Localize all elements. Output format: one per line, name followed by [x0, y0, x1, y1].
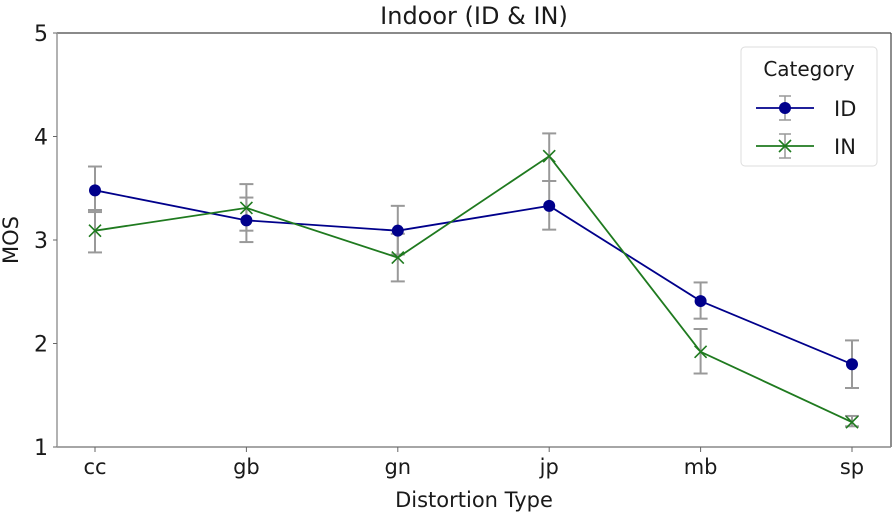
x-tick-label: gn — [384, 455, 411, 479]
marker-in — [694, 345, 708, 359]
x-tick-label: gb — [233, 455, 260, 479]
legend-marker-x-icon — [778, 139, 792, 153]
x-tick-label: sp — [840, 455, 864, 479]
series-lines — [94, 154, 853, 423]
series-line-in — [94, 154, 853, 423]
marker-x-stroke — [239, 201, 253, 215]
marker-x-stroke — [845, 415, 859, 429]
legend-title: Category — [763, 57, 855, 81]
legend: Category ID IN — [740, 46, 878, 167]
series-line-id — [94, 189, 853, 366]
series-markers — [88, 149, 859, 429]
marker-x-stroke — [694, 345, 708, 359]
marker-in — [239, 201, 253, 215]
marker-in — [542, 149, 556, 163]
error-bars — [88, 132, 859, 428]
x-axis-label: Distortion Type — [395, 488, 553, 512]
axes: 1 2 3 4 5 cc gb gn jp mb sp — [34, 22, 892, 479]
y-tick-label: 4 — [34, 126, 48, 151]
marker-id — [543, 199, 556, 212]
legend-item-id: ID — [756, 95, 856, 121]
marker-in — [88, 224, 102, 238]
chart-title: Indoor (ID & IN) — [380, 2, 568, 30]
marker-id — [240, 214, 253, 227]
y-tick-label: 2 — [34, 333, 48, 358]
legend-label: ID — [834, 97, 856, 121]
marker-x-stroke — [391, 251, 405, 265]
marker-id — [89, 184, 101, 197]
x-tick-label: jp — [539, 455, 559, 479]
marker-x-stroke — [542, 149, 556, 163]
marker-x-stroke — [88, 224, 102, 238]
legend-frame — [740, 46, 878, 167]
marker-id — [391, 224, 404, 237]
y-axis-label: MOS — [0, 216, 23, 264]
legend-marker-circle-icon — [779, 102, 791, 114]
legend-item-in: IN — [756, 133, 856, 159]
y-tick-label: 3 — [34, 229, 48, 254]
y-tick-label: 1 — [34, 436, 48, 461]
legend-label: IN — [834, 135, 856, 159]
x-tick-label: cc — [83, 455, 106, 479]
marker-in — [845, 415, 859, 429]
marker-id — [846, 358, 858, 371]
marker-id — [694, 295, 707, 308]
x-tick-label: mb — [684, 455, 718, 479]
y-tick-label: 5 — [34, 22, 48, 47]
marker-in — [391, 251, 405, 265]
